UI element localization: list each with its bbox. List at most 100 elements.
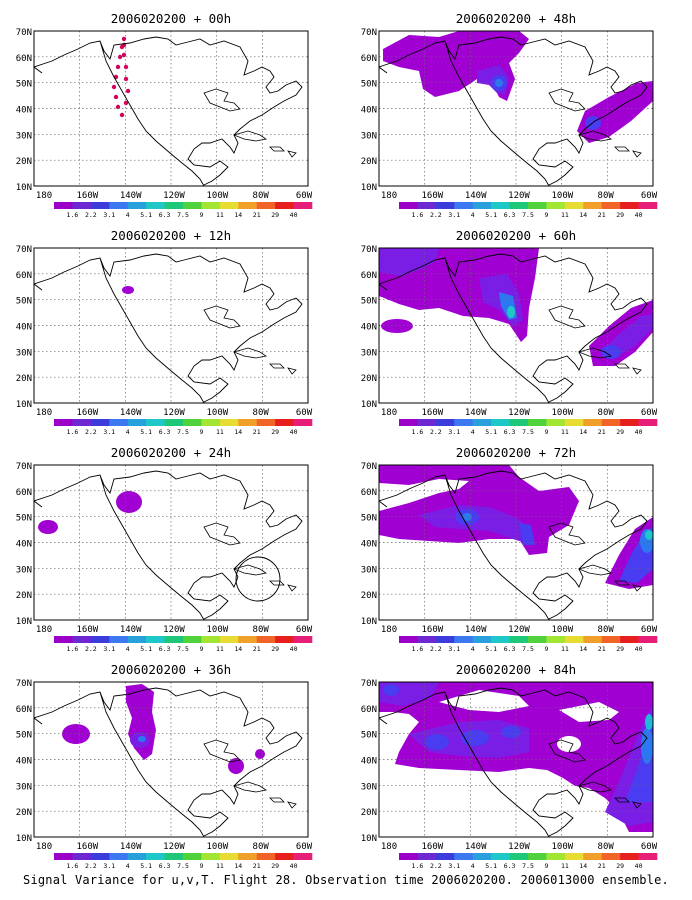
coastline bbox=[379, 470, 648, 620]
colorbar-swatch bbox=[435, 202, 455, 209]
lat-tick-label: 50N bbox=[16, 731, 32, 741]
lon-tick-label: 140W bbox=[465, 191, 487, 201]
lake-outline bbox=[548, 88, 586, 112]
lon-tick-label: 80W bbox=[598, 625, 615, 635]
colorbar-label: 1.6 bbox=[67, 645, 79, 653]
lon-tick-label: 80W bbox=[598, 408, 615, 418]
obs-track-dot bbox=[117, 54, 123, 60]
colorbar-swatch bbox=[509, 636, 529, 643]
variance-blob bbox=[379, 248, 539, 342]
colorbar-label: 40 bbox=[290, 428, 298, 436]
lat-tick-label: 10N bbox=[16, 834, 32, 844]
variance-blob bbox=[641, 728, 653, 764]
colorbar-label: 7.5 bbox=[522, 428, 534, 436]
colorbar-swatch bbox=[275, 853, 294, 860]
colorbar-swatch bbox=[491, 419, 510, 426]
colorbar-swatch bbox=[509, 419, 529, 426]
colorbar-swatch bbox=[201, 202, 221, 209]
colorbar-swatch bbox=[528, 202, 547, 209]
colorbar-label: 9 bbox=[544, 862, 548, 870]
lake-outline bbox=[548, 305, 586, 329]
colorbar-label: 6.3 bbox=[159, 428, 171, 436]
colorbar-swatch bbox=[72, 202, 92, 209]
colorbar-label: 21 bbox=[253, 211, 261, 219]
map-border bbox=[33, 30, 309, 187]
colorbar-label: 2.2 bbox=[85, 862, 97, 870]
colorbar-label: 7.5 bbox=[522, 862, 534, 870]
colorbar-label: 9 bbox=[199, 862, 203, 870]
colorbar-swatch bbox=[601, 419, 621, 426]
colorbar-swatch bbox=[72, 636, 92, 643]
colorbar-label: 40 bbox=[635, 645, 643, 653]
map-content bbox=[34, 465, 308, 620]
colorbar-swatch bbox=[90, 636, 110, 643]
colorbar-label: 21 bbox=[598, 645, 606, 653]
colorbar-label: 6.3 bbox=[504, 862, 516, 870]
colorbar-label: 14 bbox=[579, 645, 587, 653]
lat-tick-label: 20N bbox=[16, 808, 32, 818]
lon-tick-label: 80W bbox=[253, 408, 270, 418]
island-outline bbox=[232, 347, 297, 375]
lat-tick-label: 40N bbox=[16, 757, 32, 767]
colorbar-swatch bbox=[183, 419, 202, 426]
colorbar-label: 6.3 bbox=[159, 862, 171, 870]
variance-blob bbox=[381, 319, 413, 333]
lat-tick-label: 60N bbox=[361, 705, 377, 715]
lon-tick-label: 180 bbox=[36, 842, 52, 852]
lat-tick-label: 10N bbox=[361, 183, 377, 193]
panel-title: 2006020200 + 12h bbox=[111, 228, 231, 243]
colorbar-label: 29 bbox=[616, 211, 624, 219]
island-outline bbox=[232, 130, 297, 158]
colorbar-label: 1.6 bbox=[412, 645, 424, 653]
colorbar-swatch bbox=[164, 202, 184, 209]
map-border bbox=[378, 681, 654, 838]
colorbar-label: 3.1 bbox=[103, 211, 115, 219]
lon-tick-label: 100W bbox=[206, 408, 228, 418]
map-content bbox=[379, 465, 653, 620]
map-panel: 2006020200 + 60h 70N 60N 50N 40N 30N 20N 10N 180… bbox=[361, 228, 658, 436]
colorbar-swatch bbox=[583, 853, 603, 860]
colorbar-swatch bbox=[72, 853, 92, 860]
colorbar-swatch bbox=[564, 636, 584, 643]
lon-tick-label: 60W bbox=[641, 408, 658, 418]
lat-tick-label: 70N bbox=[361, 28, 377, 38]
colorbar-swatch bbox=[201, 419, 221, 426]
variance-blob bbox=[122, 286, 134, 294]
colorbar-swatch bbox=[293, 419, 313, 426]
colorbar-label: 7.5 bbox=[177, 211, 189, 219]
colorbar-swatch bbox=[146, 636, 165, 643]
colorbar-swatch bbox=[638, 419, 658, 426]
lon-tick-label: 120W bbox=[508, 191, 530, 201]
colorbar-label: 21 bbox=[598, 428, 606, 436]
colorbar-swatch bbox=[417, 636, 437, 643]
colorbar-label: 7.5 bbox=[177, 862, 189, 870]
colorbar-label: 1.6 bbox=[67, 211, 79, 219]
lake-outline bbox=[548, 739, 586, 763]
map-panel: 2006020200 + 84h 70N 60N 50N 40N 30N 20N 10N 180… bbox=[361, 662, 658, 870]
colorbar-swatch bbox=[201, 636, 221, 643]
colorbar-label: 9 bbox=[199, 645, 203, 653]
colorbar-label: 29 bbox=[616, 645, 624, 653]
colorbar-swatch bbox=[435, 853, 455, 860]
lat-tick-label: 70N bbox=[361, 679, 377, 689]
lat-tick-label: 30N bbox=[16, 782, 32, 792]
lon-tick-label: 160W bbox=[421, 408, 443, 418]
colorbar-swatch bbox=[601, 202, 621, 209]
colorbar-swatch bbox=[417, 419, 437, 426]
colorbar-label: 5.1 bbox=[485, 862, 497, 870]
colorbar-label: 14 bbox=[579, 428, 587, 436]
colorbar-swatch bbox=[399, 853, 418, 860]
colorbar-swatch bbox=[399, 419, 418, 426]
lon-tick-label: 160W bbox=[421, 191, 443, 201]
colorbar-label: 7.5 bbox=[522, 211, 534, 219]
colorbar-label: 4 bbox=[471, 211, 475, 219]
obs-track-dot bbox=[119, 112, 125, 118]
lon-tick-label: 80W bbox=[598, 191, 615, 201]
panel-title: 2006020200 + 48h bbox=[456, 11, 576, 26]
lat-tick-label: 70N bbox=[16, 679, 32, 689]
colorbar-swatch bbox=[54, 419, 73, 426]
colorbar-swatch bbox=[399, 636, 418, 643]
colorbar-swatch bbox=[293, 853, 313, 860]
lat-tick-label: 10N bbox=[361, 617, 377, 627]
